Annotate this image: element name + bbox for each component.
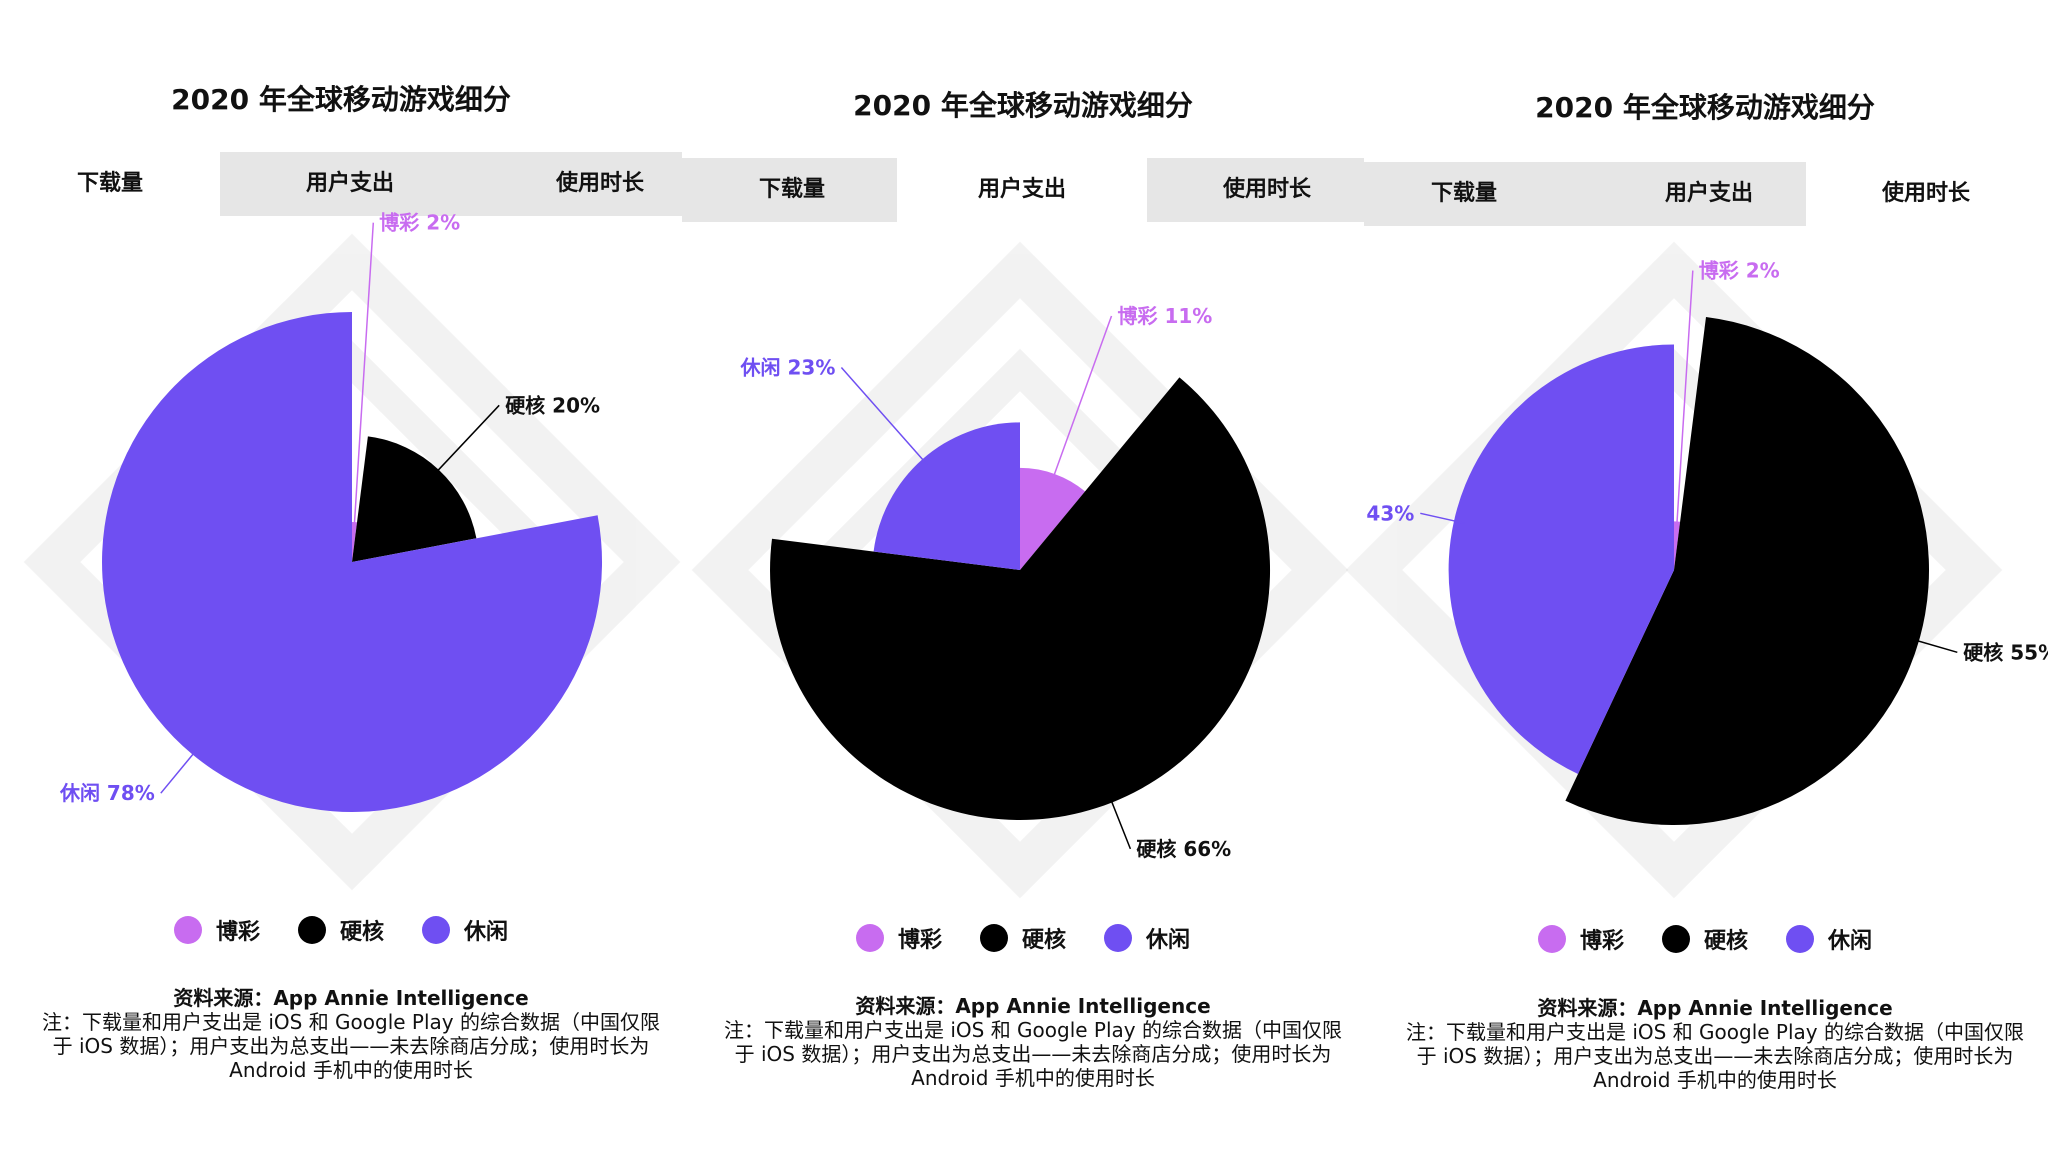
source-line: 资料来源：App Annie Intelligence: [855, 994, 1211, 1018]
pie-slice-hardcore: [1565, 317, 1930, 825]
leader-line-hardcore: [433, 404, 500, 475]
tab-user-spend[interactable]: 用户支出: [305, 171, 394, 196]
legend: 博彩 硬核 休闲: [1364, 923, 2046, 955]
data-label-hardcore: 硬核 55%: [1963, 640, 2048, 664]
legend-item-casual: 休闲: [422, 914, 508, 946]
leader-line-hardcore: [1106, 790, 1132, 850]
legend-label: 博彩: [215, 920, 260, 945]
legend-label: 休闲: [1828, 929, 1873, 954]
legend-item-hardcore: 硬核: [297, 914, 384, 946]
tab-downloads[interactable]: 下载量: [1430, 181, 1497, 206]
data-label-gambling: 博彩 2%: [379, 211, 460, 235]
tab-user-spend[interactable]: 用户支出: [1664, 181, 1753, 206]
legend-label: 休闲: [464, 920, 509, 945]
legend-item-casual: 休闲: [1786, 923, 1872, 955]
leader-line-gambling: [1052, 315, 1113, 480]
leader-line-hardcore: [1906, 636, 1958, 654]
pie-slice-gambling: [1674, 521, 1681, 570]
tab-time-spent[interactable]: 使用时长: [555, 171, 644, 196]
source-note: 资料来源：App Annie Intelligence 注：下载量和用户支出是 …: [40, 986, 662, 1082]
tab-user-spend[interactable]: 用户支出: [897, 158, 1147, 222]
source-note: 资料来源：App Annie Intelligence 注：下载量和用户支出是 …: [722, 994, 1344, 1090]
pie-chart: 博彩 2% 硬核 55% 43%: [1345, 241, 2048, 899]
legend: 博彩 硬核 休闲: [682, 922, 1364, 954]
pie-slice-casual: [873, 422, 1020, 570]
pie-slice-hardcore: [352, 436, 477, 562]
tab-downloads[interactable]: 下载量: [758, 177, 825, 202]
chart-title: 2020 年全球移动游戏细分: [171, 83, 511, 116]
tab-bar: 下载量 用户支出 使用时长: [1364, 162, 2046, 226]
pie-slice-gambling: [1020, 467, 1086, 570]
legend-label: 博彩: [897, 928, 942, 953]
legend-swatch-gambling: [855, 924, 884, 952]
footnote: 注：下载量和用户支出是 iOS 和 Google Play 的综合数据（中国仅限…: [723, 1018, 1343, 1090]
pie-slice-gambling: [352, 521, 357, 562]
pie-slice-hardcore: [770, 377, 1271, 821]
leader-line-gambling: [353, 222, 375, 525]
legend-swatch-hardcore: [1661, 925, 1690, 953]
chart-panel-time-spent: 2020 年全球移动游戏细分 下载量 用户支出 使用时长 博彩 2% 硬核 55%…: [1345, 0, 2048, 1155]
source-line: 资料来源：App Annie Intelligence: [1537, 996, 1893, 1020]
tab-bar: 下载量 用户支出 使用时长: [682, 158, 1364, 222]
pie-slice-casual: [102, 312, 603, 812]
leader-line-casual: [840, 367, 928, 466]
chart-panel-downloads: 2020 年全球移动游戏细分 下载量 用户支出 使用时长 博彩 2% 硬核 20%…: [0, 0, 682, 1155]
legend-item-hardcore: 硬核: [979, 922, 1066, 954]
legend-label: 硬核: [1703, 929, 1748, 954]
legend-item-casual: 休闲: [1104, 922, 1190, 954]
legend-swatch-casual: [1786, 925, 1814, 953]
data-label-hardcore: 硬核 20%: [505, 393, 600, 417]
data-label-casual: 43%: [1366, 501, 1414, 525]
legend-item-gambling: 博彩: [855, 922, 942, 954]
chart-title: 2020 年全球移动游戏细分: [853, 89, 1193, 122]
legend-label: 硬核: [1021, 928, 1066, 953]
legend-swatch-casual: [1104, 924, 1132, 952]
tab-time-spent[interactable]: 使用时长: [1222, 177, 1311, 202]
chart-title: 2020 年全球移动游戏细分: [1535, 91, 1875, 124]
data-label-gambling: 博彩 11%: [1118, 304, 1213, 328]
legend-item-gambling: 博彩: [1537, 923, 1624, 955]
tab-time-spent[interactable]: 使用时长: [1806, 162, 2046, 226]
legend-label: 休闲: [1146, 928, 1191, 953]
data-label-casual: 休闲 78%: [59, 781, 155, 805]
tab-downloads[interactable]: 下载量: [0, 152, 220, 216]
leader-line-casual: [160, 744, 202, 794]
legend-label: 硬核: [339, 920, 384, 945]
legend-swatch-hardcore: [297, 916, 326, 944]
pie-chart: 博彩 11% 硬核 66% 休闲 23%: [691, 241, 1349, 899]
leader-line-gambling: [1676, 270, 1694, 524]
source-note: 资料来源：App Annie Intelligence 注：下载量和用户支出是 …: [1404, 996, 2026, 1092]
legend-swatch-gambling: [1537, 925, 1566, 953]
pie-slice-casual: [1448, 344, 1674, 774]
data-label-casual: 休闲 23%: [740, 356, 836, 380]
footnote: 注：下载量和用户支出是 iOS 和 Google Play 的综合数据（中国仅限…: [41, 1010, 661, 1082]
data-label-hardcore: 硬核 66%: [1136, 837, 1231, 861]
legend-swatch-hardcore: [979, 924, 1008, 952]
pie-chart: 博彩 2% 硬核 20% 休闲 78%: [23, 211, 681, 891]
legend: 博彩 硬核 休闲: [0, 914, 682, 946]
leader-line-casual: [1420, 512, 1466, 525]
legend-item-gambling: 博彩: [173, 914, 260, 946]
source-line: 资料来源：App Annie Intelligence: [173, 986, 529, 1010]
tab-bar: 下载量 用户支出 使用时长: [0, 152, 682, 216]
legend-swatch-gambling: [173, 916, 202, 944]
chart-panel-user-spend: 2020 年全球移动游戏细分 下载量 用户支出 使用时长 博彩 11% 硬核 66…: [682, 0, 1364, 1155]
footnote: 注：下载量和用户支出是 iOS 和 Google Play 的综合数据（中国仅限…: [1405, 1020, 2025, 1092]
legend-swatch-casual: [422, 916, 450, 944]
data-label-gambling: 博彩 2%: [1699, 259, 1780, 283]
legend-item-hardcore: 硬核: [1661, 923, 1748, 955]
legend-label: 博彩: [1579, 929, 1624, 954]
